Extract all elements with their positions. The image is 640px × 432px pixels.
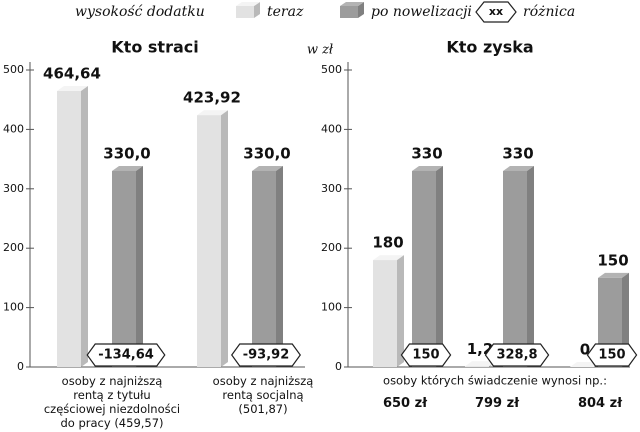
bar [252,170,276,367]
value-label: 464,64 [43,65,101,83]
bar-side [81,86,88,367]
bar-side [221,110,228,367]
value-label: 0 [580,341,590,359]
difference-marker [484,343,550,367]
difference-marker [86,343,166,367]
difference-marker [586,343,638,367]
bar-top [373,255,404,261]
y-tick-label: 500 [3,63,24,76]
bar-top [197,110,228,116]
x-axis-label: osoby których świadczenie wynosi np.: [383,374,607,388]
value-label: 423,92 [183,89,241,107]
x-tick-label: 650 zł [382,396,428,411]
bar-top [57,86,88,92]
value-label: 150 [597,251,628,269]
y-tick-label: 100 [321,301,342,314]
y-tick-label: 400 [3,122,24,135]
chart-title: Kto zyska [446,38,533,57]
legend-swatch-side [254,2,260,18]
difference-label: 328,8 [496,348,537,363]
y-tick-label: 200 [3,241,24,254]
difference-label: -134,64 [98,348,154,363]
legend-swatch-side [358,2,364,18]
bar-side [136,165,143,367]
chart-title: Kto straci [111,38,198,57]
legend-label: różnica [523,4,575,20]
difference-label: -93,92 [243,348,290,363]
x-tick-label: 799 zł [474,396,520,411]
value-label: 330,0 [103,144,150,162]
value-label: 330 [502,144,533,162]
bar [112,170,136,367]
bar [57,91,81,367]
y-tick-label: 300 [321,182,342,195]
y-tick-label: 0 [335,360,342,373]
value-label: 180 [372,234,403,252]
bar [503,170,527,367]
bar-side [527,165,534,367]
difference-label: 150 [598,348,625,363]
y-tick-label: 300 [3,182,24,195]
y-tick-label: 400 [321,122,342,135]
bar [412,170,436,367]
bar-top [412,165,443,171]
legend-symbol [475,1,517,23]
bar-top [112,165,143,171]
y-tick-label: 0 [17,360,24,373]
x-tick-label: 804 zł [577,396,623,411]
x-tick-label: osoby z najniższą rentą socjalną (501,87… [212,374,314,416]
bar-side [436,165,443,367]
value-label: 330 [411,144,442,162]
legend-title: wysokość dodatku [75,4,205,20]
y-tick-label: 100 [3,301,24,314]
difference-label: 150 [412,348,439,363]
legend-symbol-text: xx [489,5,503,18]
y-tick-label: 200 [321,241,342,254]
x-tick-label: osoby z najniższą rentą z tytułu częścio… [43,374,181,430]
bar [465,366,489,367]
legend-swatch-top [340,2,364,6]
bar-top [465,361,496,367]
bar-side [397,255,404,367]
bar-top [503,165,534,171]
difference-marker [400,343,452,367]
legend-swatch [340,6,358,18]
y-tick-label: 500 [321,63,342,76]
legend-swatch [236,6,254,18]
bar [373,260,397,367]
bar [197,115,221,367]
legend-swatch-top [236,2,260,6]
unit: w zł [307,43,334,58]
difference-marker [231,343,301,367]
legend-label: po nowelizacji [371,4,472,20]
legend-label: teraz [267,4,304,20]
value-label: 330,0 [243,144,290,162]
bar-side [276,165,283,367]
bar-top [252,165,283,171]
bar-top [598,272,629,278]
